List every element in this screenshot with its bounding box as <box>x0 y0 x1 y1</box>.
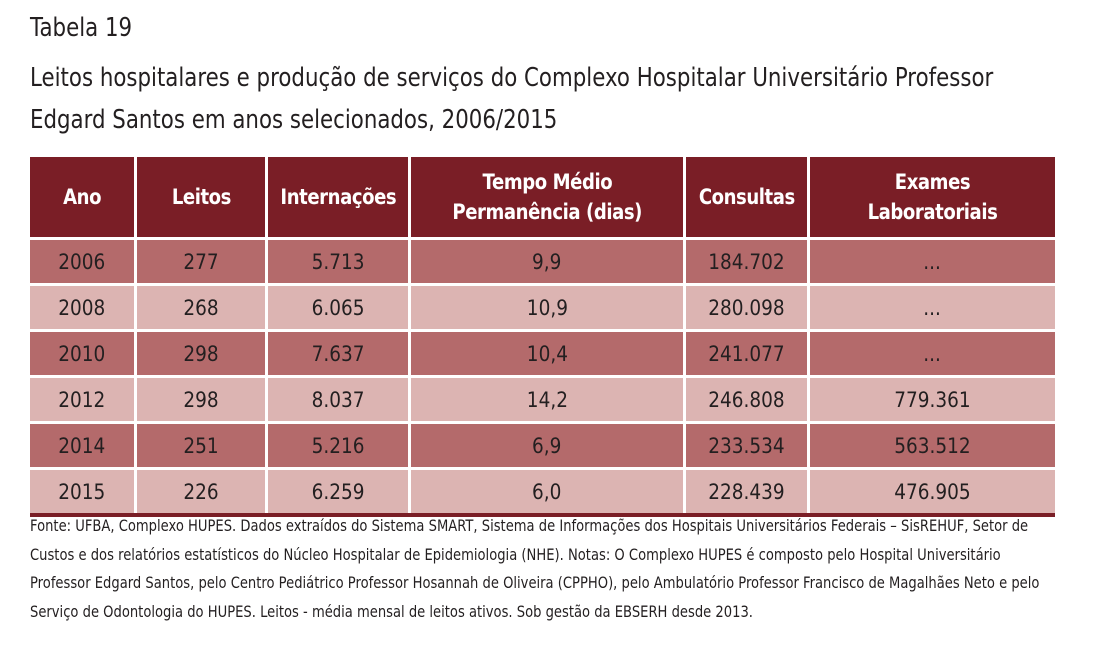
cell-leitos: 251 <box>134 421 265 467</box>
cell-ano: 2010 <box>30 329 134 375</box>
cell-consultas: 246.808 <box>683 375 807 421</box>
header-ano: Ano <box>30 157 134 237</box>
cell-exames: ... <box>807 283 1055 329</box>
header-tempo-medio: Tempo Médio Permanência (dias) <box>408 157 683 237</box>
data-table: Ano Leitos Internações Tempo Médio Perma… <box>30 157 1055 517</box>
cell-exames: 779.361 <box>807 375 1055 421</box>
cell-tempo-medio: 10,4 <box>408 329 683 375</box>
cell-tempo-medio: 9,9 <box>408 237 683 283</box>
table-title: Leitos hospitalares e produção de serviç… <box>30 63 994 135</box>
cell-internacoes: 6.065 <box>265 283 408 329</box>
cell-internacoes: 6.259 <box>265 467 408 513</box>
cell-tempo-medio: 10,9 <box>408 283 683 329</box>
cell-leitos: 298 <box>134 329 265 375</box>
cell-leitos: 298 <box>134 375 265 421</box>
source-note: Fonte: UFBA, Complexo HUPES. Dados extra… <box>30 516 1040 621</box>
header-exames: Exames Laboratoriais <box>807 157 1055 237</box>
cell-consultas: 280.098 <box>683 283 807 329</box>
cell-tempo-medio: 6,9 <box>408 421 683 467</box>
cell-internacoes: 5.216 <box>265 421 408 467</box>
table-row: 2008 268 6.065 10,9 280.098 ... <box>30 283 1055 329</box>
header-leitos: Leitos <box>134 157 265 237</box>
cell-leitos: 268 <box>134 283 265 329</box>
cell-leitos: 226 <box>134 467 265 513</box>
cell-internacoes: 7.637 <box>265 329 408 375</box>
cell-leitos: 277 <box>134 237 265 283</box>
cell-ano: 2008 <box>30 283 134 329</box>
cell-consultas: 241.077 <box>683 329 807 375</box>
cell-ano: 2012 <box>30 375 134 421</box>
table-row: 2014 251 5.216 6,9 233.534 563.512 <box>30 421 1055 467</box>
cell-internacoes: 5.713 <box>265 237 408 283</box>
table-row: 2015 226 6.259 6,0 228.439 476.905 <box>30 467 1055 513</box>
cell-exames: 476.905 <box>807 467 1055 513</box>
cell-ano: 2014 <box>30 421 134 467</box>
cell-consultas: 233.534 <box>683 421 807 467</box>
header-consultas: Consultas <box>683 157 807 237</box>
cell-internacoes: 8.037 <box>265 375 408 421</box>
table-row: 2006 277 5.713 9,9 184.702 ... <box>30 237 1055 283</box>
cell-consultas: 184.702 <box>683 237 807 283</box>
cell-tempo-medio: 6,0 <box>408 467 683 513</box>
table-label: Tabela 19 <box>30 13 133 43</box>
table-header-row: Ano Leitos Internações Tempo Médio Perma… <box>30 157 1055 237</box>
cell-exames: 563.512 <box>807 421 1055 467</box>
cell-consultas: 228.439 <box>683 467 807 513</box>
cell-exames: ... <box>807 237 1055 283</box>
cell-tempo-medio: 14,2 <box>408 375 683 421</box>
cell-exames: ... <box>807 329 1055 375</box>
table-row: 2012 298 8.037 14,2 246.808 779.361 <box>30 375 1055 421</box>
cell-ano: 2015 <box>30 467 134 513</box>
header-internacoes: Internações <box>265 157 408 237</box>
table-row: 2010 298 7.637 10,4 241.077 ... <box>30 329 1055 375</box>
cell-ano: 2006 <box>30 237 134 283</box>
